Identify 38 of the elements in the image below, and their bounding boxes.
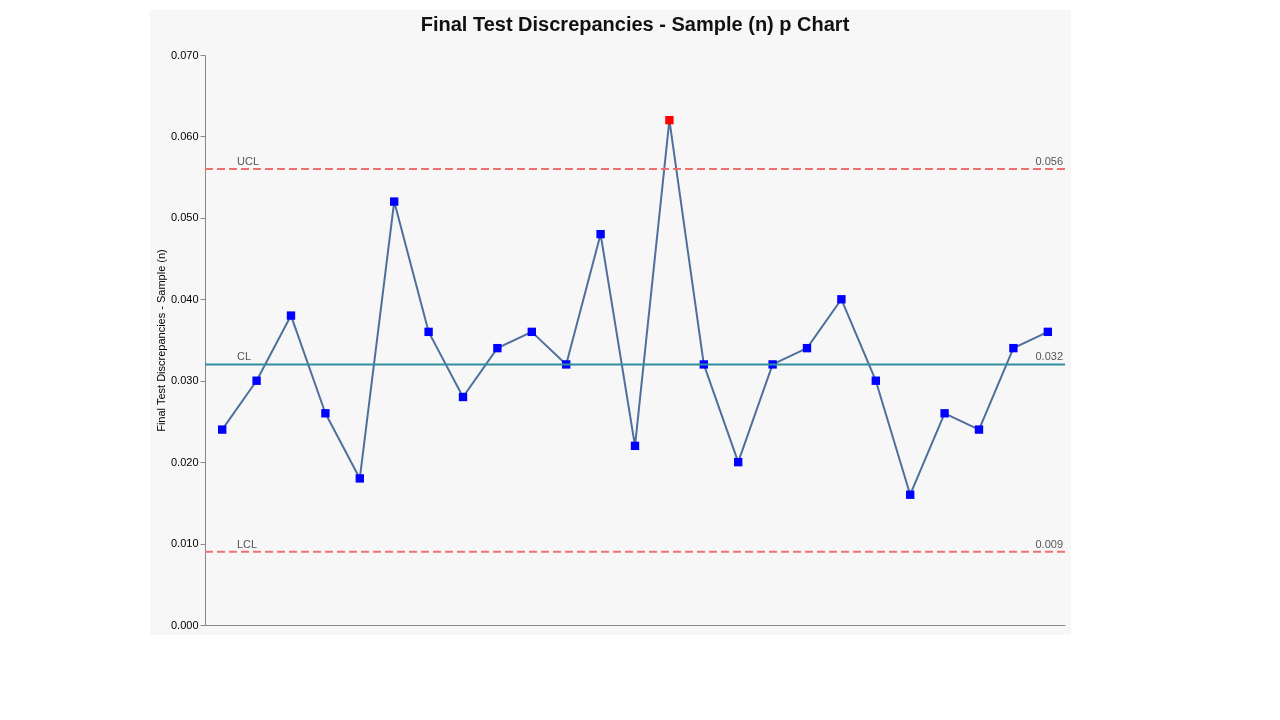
annotation: 0.056 [1035,155,1063,167]
point [527,327,536,337]
point [871,376,880,385]
point [940,409,949,418]
point [837,295,846,304]
y-tick-label: 0.070 [170,48,199,61]
y-tick-label: 0.030 [170,374,199,387]
point [424,327,433,337]
chart-title: Final Test Discrepancies - Sample (n) p Chart [420,13,850,35]
point [1043,327,1052,337]
point [493,343,502,353]
y-tick-label: 0.010 [170,537,199,550]
point [906,490,915,499]
annotation: 0.009 [1035,537,1063,550]
point [665,115,674,125]
point [734,457,743,467]
point [1009,343,1018,353]
point [355,474,364,483]
y-tick-label: 0.050 [170,211,199,224]
y-tick-label: 0.040 [170,292,199,305]
y-axis-title: Final Test Discrepancies - Sample (n) [154,249,167,432]
point [458,392,468,402]
y-tick-label: 0.020 [170,455,199,468]
point [630,441,640,451]
point [974,425,984,434]
y-tick-label: 0.060 [170,129,199,142]
point [802,343,812,353]
point [596,229,605,239]
ref-line-label: UCL [237,155,260,167]
point [218,425,227,434]
point [390,197,399,206]
ref-line-label: CL [237,350,252,363]
annotation: 0.032 [1035,350,1063,363]
ref-line-label: LCL [237,537,258,550]
point [252,376,261,385]
point [286,311,296,320]
y-tick-label: 0.000 [170,618,199,631]
point [321,409,330,418]
